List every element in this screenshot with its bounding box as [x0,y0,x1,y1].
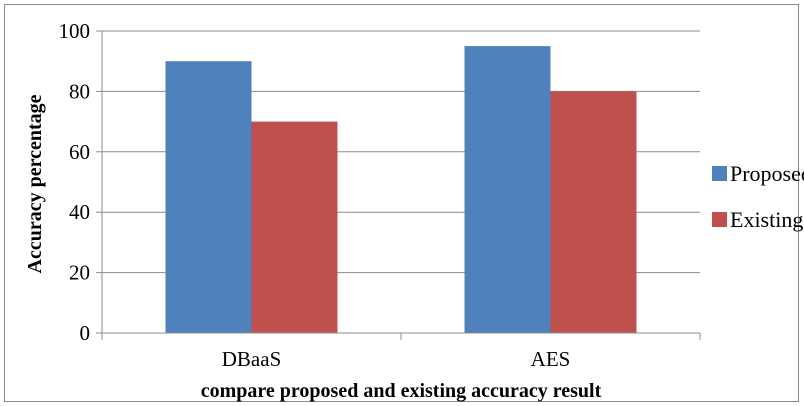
y-tick-label-80: 80 [69,79,90,103]
bar-proposed-dbaas [165,61,252,333]
bar-proposed-aes [464,46,551,333]
x-axis-title: compare proposed and existing accuracy r… [201,380,602,402]
bars [165,46,637,334]
y-tick-label-20: 20 [69,261,90,285]
axes [96,30,701,340]
x-tick-label-dbaas: DBaaS [222,347,282,371]
legend-label-proposed: Proposed [730,161,804,186]
y-tick-label-100: 100 [59,19,91,43]
y-tick-label-60: 60 [69,140,90,164]
legend-label-existing: Existing [730,207,803,232]
y-axis-title: Accuracy percentage [24,94,46,273]
bar-existing-aes [550,91,637,334]
legend: Proposed Existing [712,161,804,232]
tick-labels: 0 20 40 60 80 100 DBaaS AES [59,19,571,371]
y-tick-label-0: 0 [80,321,91,345]
legend-swatch-existing [712,212,727,227]
legend-swatch-proposed [712,166,727,181]
y-tick-label-40: 40 [69,200,90,224]
bar-existing-dbaas [251,121,338,333]
x-tick-label-aes: AES [531,347,571,371]
